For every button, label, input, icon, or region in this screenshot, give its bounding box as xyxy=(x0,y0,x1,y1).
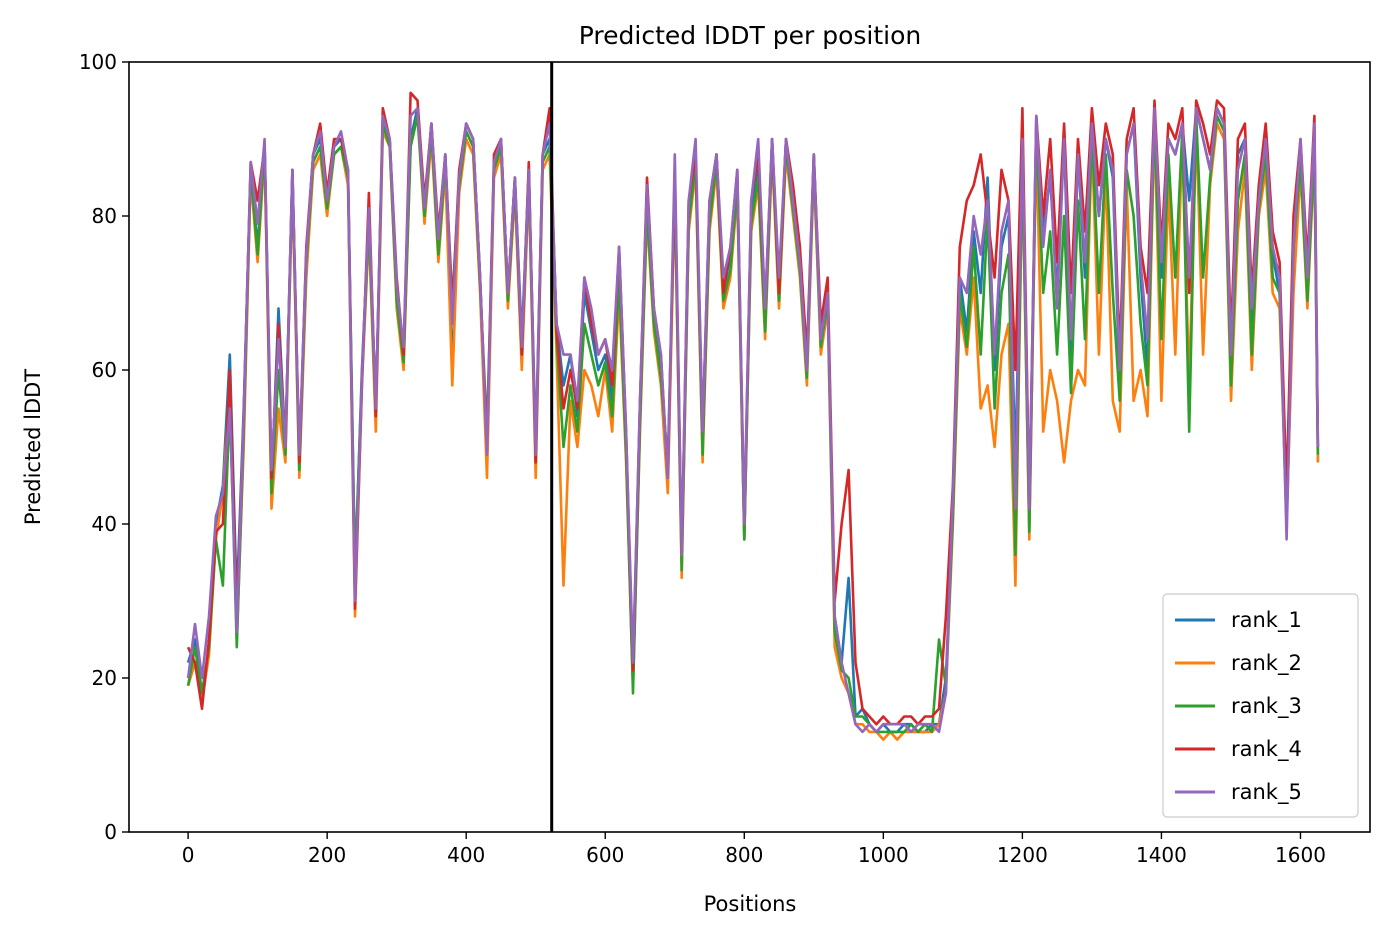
series-layer xyxy=(186,91,1320,741)
legend-label-rank_5: rank_5 xyxy=(1231,780,1302,805)
x-tick-label: 1400 xyxy=(1136,843,1187,867)
legend-label-rank_1: rank_1 xyxy=(1231,608,1302,633)
y-tick-label: 40 xyxy=(92,512,117,536)
chart-title: Predicted lDDT per position xyxy=(579,21,921,50)
x-tick-label: 1000 xyxy=(858,843,909,867)
y-tick-label: 60 xyxy=(92,358,117,382)
y-tick-label: 100 xyxy=(79,50,117,74)
plot-frame xyxy=(128,61,1371,833)
y-axis-ticks: 0 20 40 60 80 100 xyxy=(79,50,129,844)
legend-box xyxy=(1162,593,1359,818)
legend-label-rank_2: rank_2 xyxy=(1231,651,1302,676)
x-tick-label: 400 xyxy=(447,843,485,867)
y-tick-label: 20 xyxy=(92,666,117,690)
y-axis-label: Predicted lDDT xyxy=(21,369,45,525)
x-axis-label: Positions xyxy=(704,892,797,916)
x-tick-label: 600 xyxy=(586,843,624,867)
x-tick-label: 200 xyxy=(308,843,346,867)
x-axis-ticks: 0 200 400 600 800 1000 1200 1400 1600 xyxy=(182,832,1326,867)
x-tick-label: 800 xyxy=(725,843,763,867)
y-tick-label: 80 xyxy=(92,204,117,228)
legend: rank_1 rank_2 rank_3 rank_4 rank_5 xyxy=(1162,593,1359,818)
y-tick-label: 0 xyxy=(104,820,117,844)
x-tick-label: 0 xyxy=(182,843,195,867)
legend-label-rank_4: rank_4 xyxy=(1231,737,1302,762)
series-line-rank_5 xyxy=(186,106,1320,734)
x-tick-label: 1600 xyxy=(1275,843,1326,867)
x-tick-label: 1200 xyxy=(997,843,1048,867)
legend-label-rank_3: rank_3 xyxy=(1231,694,1302,719)
